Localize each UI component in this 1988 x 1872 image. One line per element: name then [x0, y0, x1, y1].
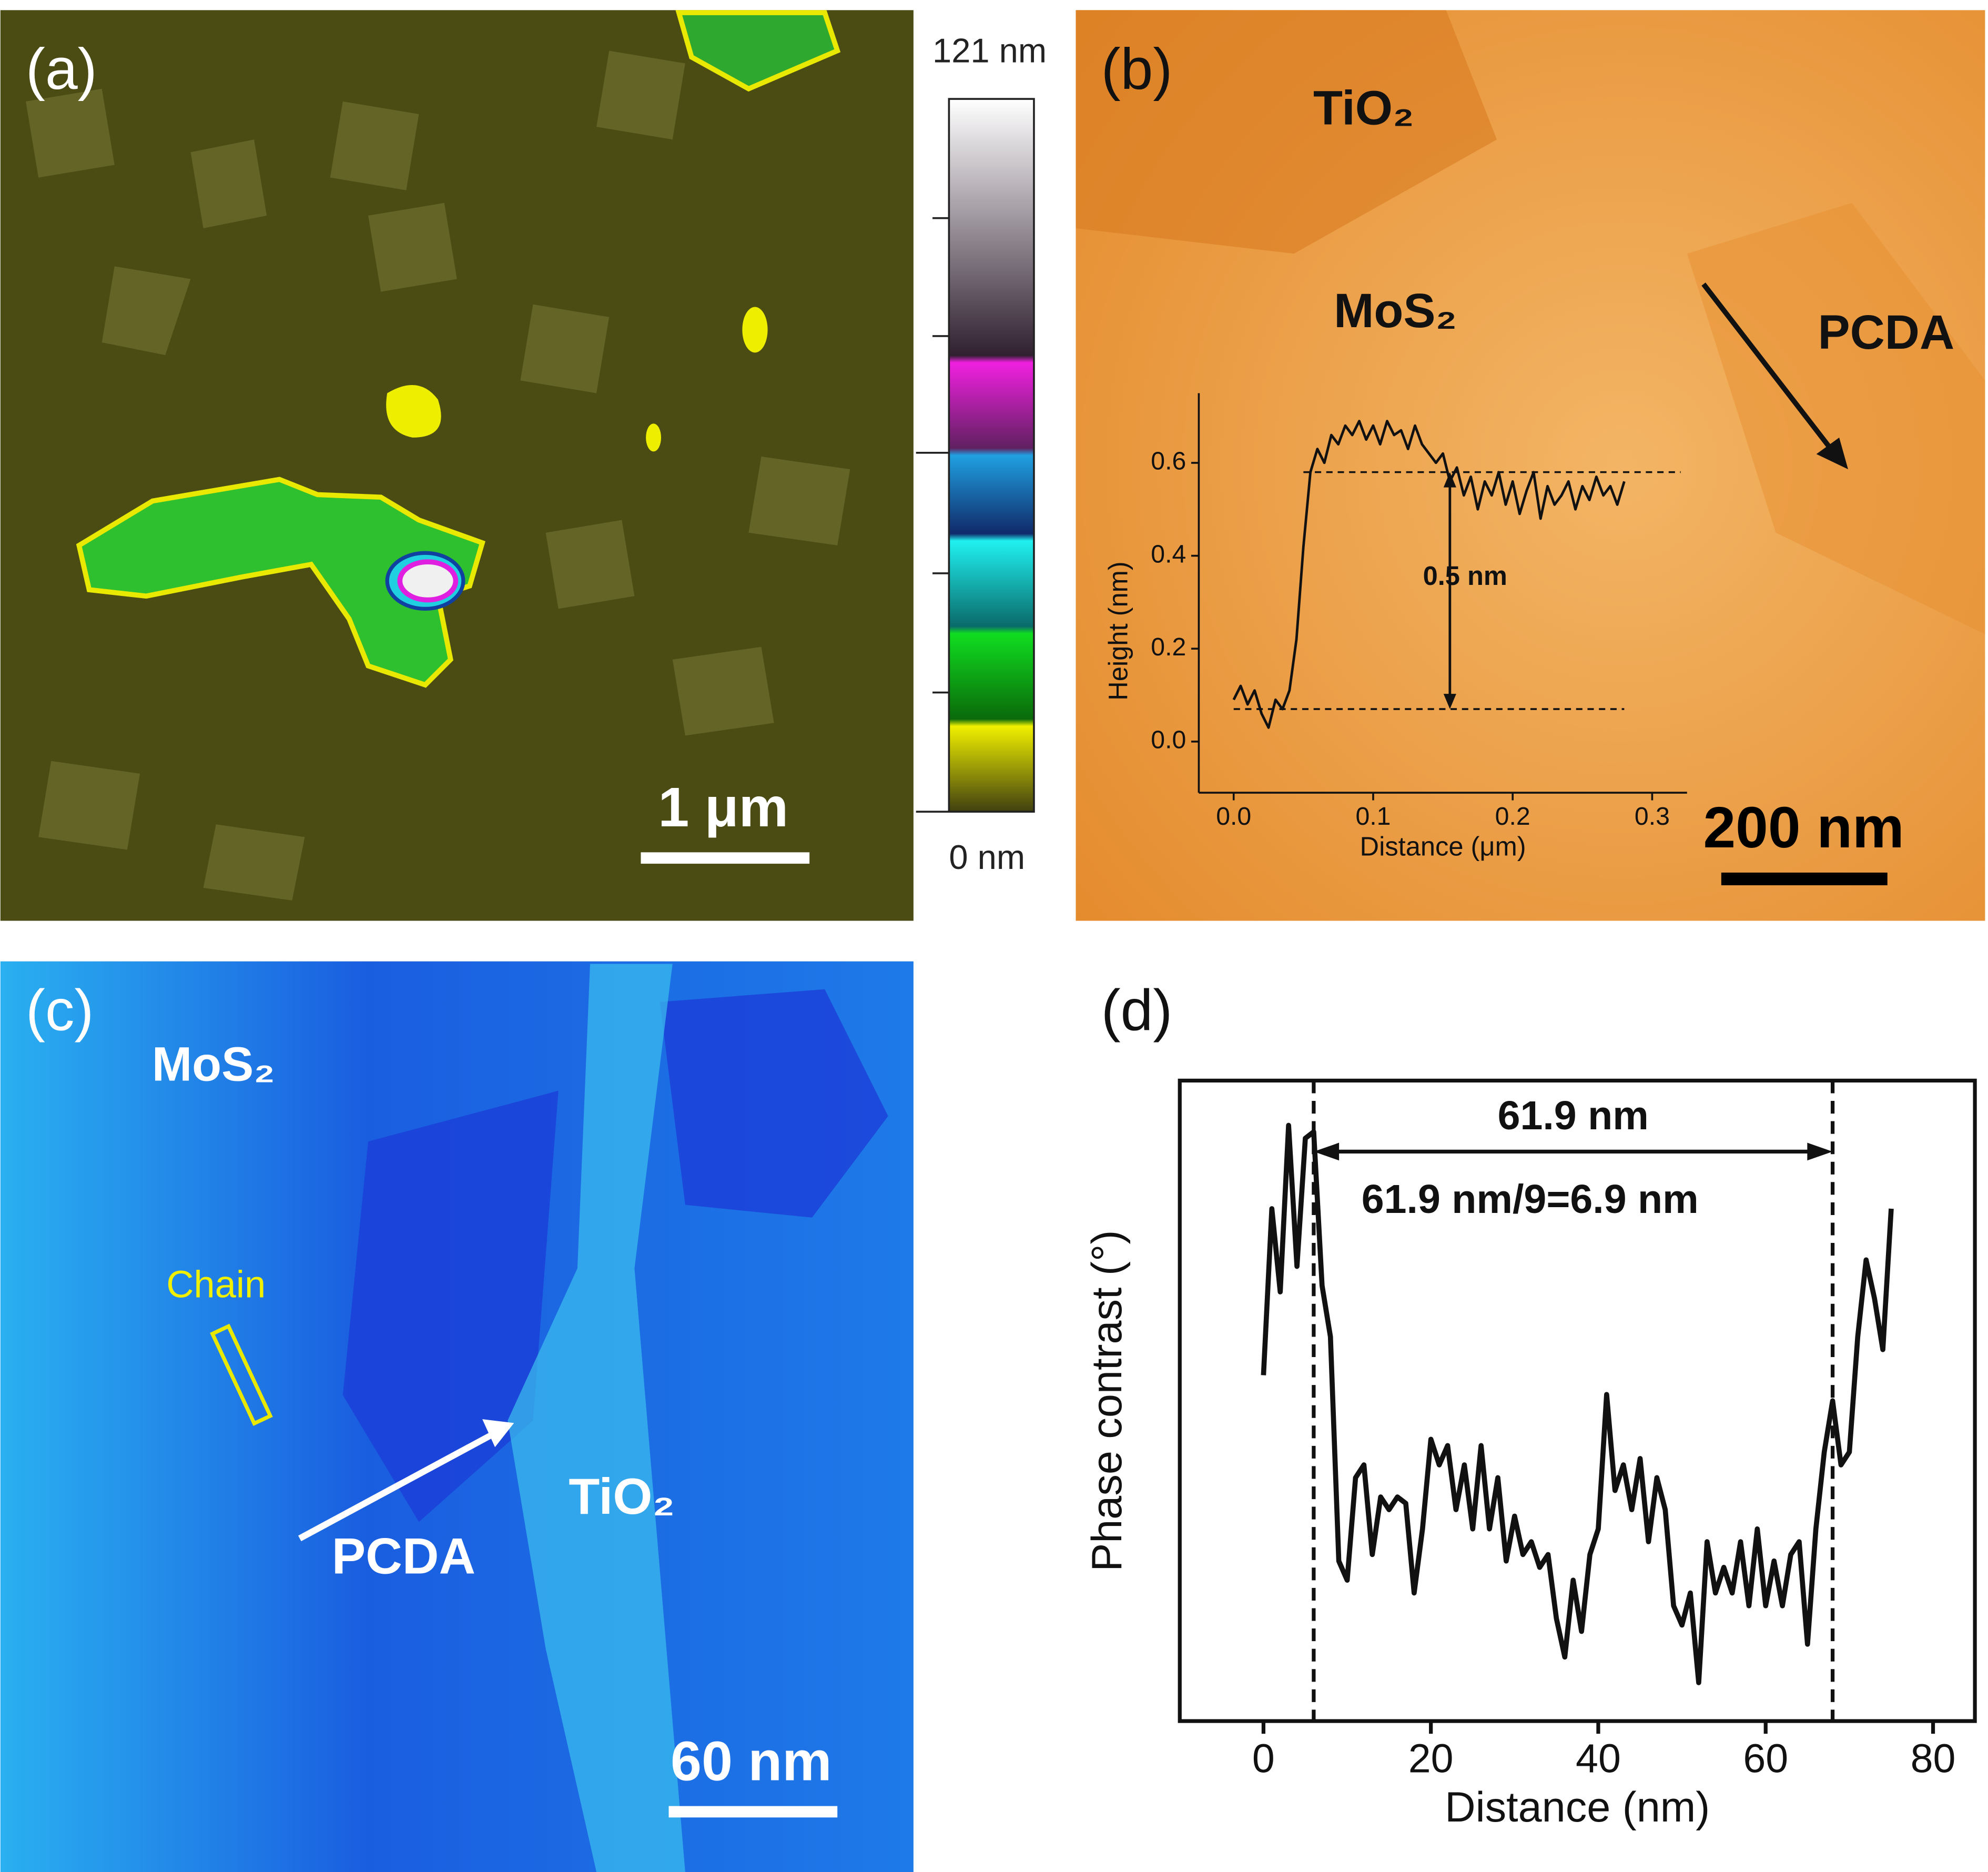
y-tick-label: 0.2 — [1151, 633, 1186, 661]
x-axis-label: Distance (nm) — [1445, 1784, 1710, 1831]
dot — [646, 423, 662, 452]
scale-label: 200 nm — [1703, 795, 1904, 860]
x-tick-label: 40 — [1576, 1736, 1621, 1782]
dark-region — [342, 1090, 559, 1522]
x-tick-label: 80 — [1911, 1736, 1956, 1782]
colorbar-ticks — [916, 217, 949, 813]
y-tick-label: 0.4 — [1151, 540, 1186, 568]
label-mos2: MoS₂ — [1334, 284, 1457, 338]
y-tick-label: 0.0 — [1151, 726, 1186, 754]
label-mos2: MoS₂ — [152, 1037, 275, 1091]
scale-bar — [641, 852, 810, 864]
panel-label: (c) — [26, 977, 94, 1043]
flakes — [26, 50, 850, 900]
y-axis-label: Phase contrast (°) — [1083, 1230, 1131, 1572]
x-tick-label: 60 — [1743, 1736, 1788, 1782]
y-tick-label: 0.6 — [1151, 447, 1186, 475]
dot — [742, 307, 768, 353]
data-line — [1261, 1122, 1894, 1685]
top-flake — [675, 10, 841, 92]
large-flake — [76, 477, 485, 688]
peak-top — [397, 559, 459, 603]
x-tick-label: 0.1 — [1355, 802, 1391, 831]
pcda-region — [1687, 203, 1985, 634]
x-tick-label: 0.0 — [1216, 802, 1251, 831]
arrow-head — [482, 1419, 514, 1448]
panel-label: (b) — [1101, 36, 1173, 102]
x-tick-label: 0 — [1252, 1736, 1275, 1782]
label-tio2: TiO₂ — [569, 1469, 675, 1525]
panel-a: (a) 1 μm 121 nm 0 nm — [0, 10, 1047, 921]
panel-label: (d) — [1101, 977, 1173, 1043]
arrow — [1701, 282, 1835, 453]
annotation: 0.5 nm — [1423, 561, 1507, 591]
colorbar-max: 121 nm — [932, 31, 1047, 69]
tio2-band — [508, 964, 685, 1872]
label-tio2: TiO₂ — [1313, 81, 1414, 135]
panel-b: TiO₂ MoS₂ PCDA (b) 200 nm — [1076, 10, 1985, 921]
label-pcda: PCDA — [332, 1528, 475, 1584]
arrow-head — [1443, 472, 1456, 488]
dark-region — [660, 989, 888, 1218]
arrow-head — [1807, 1142, 1833, 1161]
data-line — [1232, 420, 1626, 729]
x-tick-label: 20 — [1408, 1736, 1454, 1782]
arrow-head — [1443, 694, 1456, 710]
tio2-region — [1076, 10, 1497, 254]
arrow-head — [1816, 437, 1848, 470]
x-tick-label: 0.2 — [1495, 802, 1530, 831]
x-axis-label: Distance (μm) — [1360, 831, 1526, 861]
scale-bar — [1721, 872, 1888, 886]
arrow-head — [1313, 1142, 1340, 1161]
plot-frame — [1178, 1078, 1977, 1723]
annotation: 61.9 nm — [1498, 1093, 1649, 1138]
panel-label: (a) — [26, 36, 97, 102]
y-axis-label: Height (nm) — [1103, 561, 1133, 700]
x-tick-label: 0.3 — [1635, 802, 1670, 831]
label-chain: Chain — [166, 1264, 266, 1306]
panel-c: (c) MoS₂ Chain PCDA TiO₂ 60 nm — [0, 961, 914, 1872]
colorbar — [948, 98, 1035, 813]
annotation: 61.9 nm/9=6.9 nm — [1362, 1177, 1699, 1222]
scale-bar — [668, 1806, 838, 1818]
scale-label: 60 nm — [671, 1730, 832, 1792]
colorbar-min: 0 nm — [949, 838, 1025, 876]
label-pcda: PCDA — [1818, 306, 1955, 359]
chain-box — [210, 1323, 273, 1426]
scale-label: 1 μm — [658, 776, 788, 838]
yellow-flake — [386, 384, 441, 438]
arrow — [298, 1431, 494, 1542]
